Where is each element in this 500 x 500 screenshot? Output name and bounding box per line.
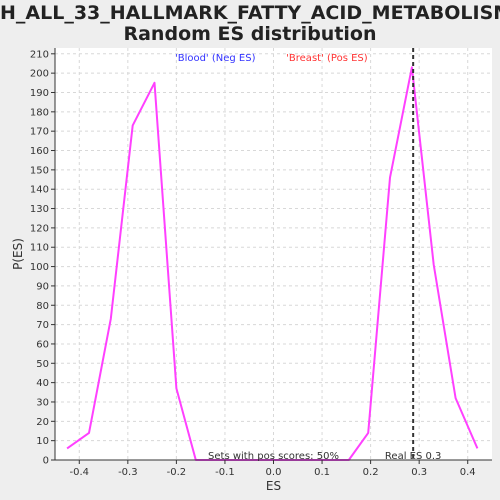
x-tick-label: -0.2 [167, 467, 187, 478]
x-tick-label: 0.3 [411, 467, 427, 478]
y-tick-label: 70 [36, 320, 49, 331]
y-tick-label: 10 [36, 436, 49, 447]
y-tick-label: 200 [30, 69, 49, 80]
x-tick-label: 0.4 [460, 467, 476, 478]
x-axis-label: ES [266, 479, 281, 493]
sets-pos-scores-text: Sets with pos scores: 50% [208, 451, 339, 462]
y-tick-label: 80 [36, 301, 49, 312]
real-es-label: Real ES 0.3 [385, 451, 441, 462]
y-tick-label: 50 [36, 359, 49, 370]
y-tick-label: 0 [43, 456, 49, 467]
y-tick-label: 40 [36, 378, 49, 389]
x-tick-label: -0.1 [215, 467, 235, 478]
x-tick-label: 0.0 [266, 467, 282, 478]
chart-title-line1: H_ALL_33_HALLMARK_FATTY_ACID_METABOLISM: [0, 2, 500, 24]
y-tick-label: 140 [30, 185, 49, 196]
y-tick-label: 90 [36, 281, 49, 292]
y-tick-label: 180 [30, 107, 49, 118]
neg-es-label: 'Blood' (Neg ES) [175, 53, 256, 64]
y-axis-label: P(ES) [11, 238, 25, 270]
y-tick-label: 170 [30, 127, 49, 138]
y-tick-label: 190 [30, 88, 49, 99]
y-tick-label: 30 [36, 397, 49, 408]
x-tick-label: 0.1 [314, 467, 330, 478]
x-tick-label: -0.4 [70, 467, 90, 478]
x-tick-label: 0.2 [363, 467, 379, 478]
y-tick-label: 20 [36, 417, 49, 428]
y-tick-label: 150 [30, 165, 49, 176]
axes: 0 10 20 30 40 50 60 70 80 90 100 110 120 130 140 150 160… [30, 48, 492, 478]
y-tick-label: 60 [36, 339, 49, 350]
chart-title-line2: Random ES distribution [123, 23, 377, 45]
grid [55, 48, 492, 461]
pos-es-label: 'Breast' (Pos ES) [286, 53, 368, 64]
y-tick-label: 100 [30, 262, 49, 273]
y-tick-label: 110 [30, 243, 49, 254]
y-tick-label: 210 [30, 49, 49, 60]
x-tick-label: -0.3 [118, 467, 138, 478]
y-tick-label: 130 [30, 204, 49, 215]
y-tick-label: 160 [30, 146, 49, 157]
y-tick-label: 120 [30, 223, 49, 234]
